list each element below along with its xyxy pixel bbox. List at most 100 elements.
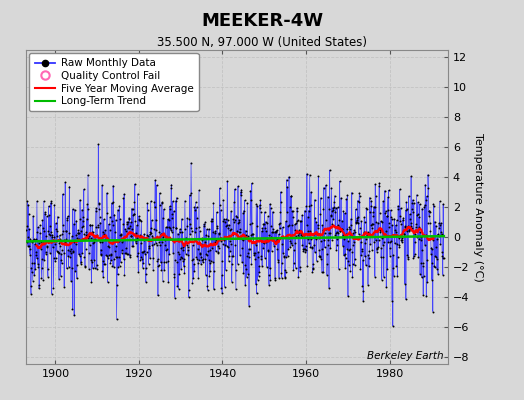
Point [323, 272, 331, 278]
Point [245, 246, 254, 252]
Point [71, 241, 80, 247]
Point [69, 248, 78, 254]
Point [129, 242, 137, 249]
Point [298, 233, 306, 239]
Point [32, 248, 40, 255]
Point [24, 243, 32, 249]
Point [176, 226, 184, 232]
Point [176, 256, 184, 262]
Point [384, 239, 392, 245]
Point [231, 186, 239, 192]
Point [116, 216, 124, 222]
Point [409, 197, 417, 203]
Point [419, 260, 427, 267]
Point [266, 276, 275, 283]
Point [399, 216, 407, 223]
Point [91, 236, 100, 242]
Point [191, 229, 199, 235]
Point [278, 240, 287, 247]
Point [337, 194, 345, 201]
Point [30, 241, 39, 247]
Point [259, 221, 268, 227]
Point [304, 214, 312, 220]
Point [31, 266, 39, 273]
Point [43, 244, 51, 250]
Point [52, 226, 60, 232]
Point [426, 228, 434, 234]
Point [165, 224, 173, 230]
Point [381, 208, 390, 214]
Point [322, 182, 330, 188]
Point [319, 226, 327, 233]
Point [258, 263, 266, 269]
Point [47, 200, 55, 206]
Point [322, 251, 331, 258]
Point [402, 199, 410, 206]
Point [178, 229, 187, 235]
Point [151, 240, 160, 246]
Point [108, 262, 117, 269]
Point [63, 217, 71, 224]
Point [233, 228, 242, 234]
Point [375, 180, 384, 186]
Point [184, 252, 192, 258]
Point [383, 266, 391, 272]
Point [413, 212, 421, 218]
Point [302, 247, 310, 254]
Point [350, 239, 358, 245]
Point [380, 238, 388, 245]
Point [132, 230, 140, 236]
Point [288, 207, 296, 214]
Point [26, 246, 34, 253]
Point [197, 261, 205, 268]
Point [37, 239, 45, 245]
Point [64, 253, 72, 260]
Point [255, 269, 264, 275]
Point [403, 223, 412, 230]
Point [78, 224, 86, 230]
Point [51, 241, 59, 248]
Point [326, 212, 335, 218]
Point [38, 256, 46, 262]
Point [28, 260, 37, 266]
Point [115, 238, 123, 244]
Point [363, 232, 371, 238]
Point [108, 222, 117, 228]
Point [181, 226, 189, 232]
Point [175, 271, 183, 278]
Point [158, 238, 167, 245]
Point [264, 248, 272, 254]
Point [107, 252, 115, 258]
Point [323, 242, 332, 248]
Point [330, 204, 338, 210]
Point [296, 268, 304, 274]
Point [334, 230, 343, 236]
Point [159, 234, 168, 240]
Point [368, 220, 377, 227]
Point [305, 202, 313, 209]
Point [311, 249, 319, 255]
Point [198, 257, 206, 264]
Point [379, 198, 387, 204]
Point [372, 237, 380, 244]
Point [155, 261, 163, 268]
Point [254, 254, 262, 260]
Point [178, 216, 186, 222]
Point [236, 189, 245, 195]
Point [183, 223, 191, 229]
Point [374, 226, 382, 233]
Point [258, 238, 267, 245]
Point [42, 233, 50, 239]
Point [305, 240, 313, 246]
Point [310, 231, 319, 237]
Point [47, 229, 55, 236]
Point [196, 254, 205, 260]
Point [167, 227, 175, 234]
Point [50, 202, 59, 208]
Point [420, 204, 429, 210]
Point [263, 263, 271, 270]
Point [438, 253, 446, 259]
Point [68, 265, 76, 272]
Point [388, 216, 396, 222]
Point [117, 231, 126, 237]
